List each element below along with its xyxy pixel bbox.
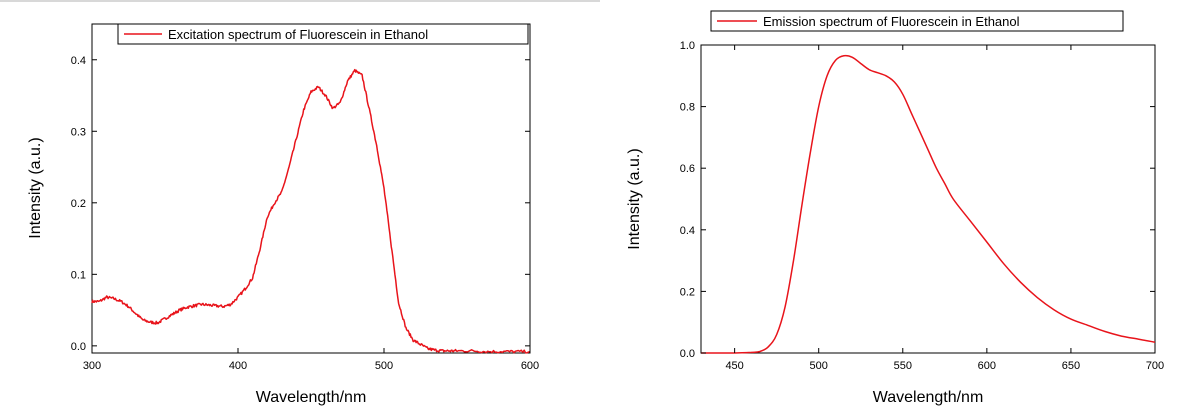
emission-chart: 450 500 550 600 650 700 0.0 0.2 0.4 0.6 0.8 1.0 Emi…: [601, 0, 1201, 414]
x-axis-label: Wavelength/nm: [873, 389, 984, 406]
y-tick-label: 0.0: [680, 348, 695, 360]
y-axis-label: Intensity (a.u.): [27, 137, 44, 238]
legend-box: [117, 23, 529, 45]
x-tick-label: 650: [1062, 360, 1080, 372]
y-tick-label: 0.0: [71, 341, 86, 353]
y-tick-label: 0.2: [71, 198, 86, 210]
y-tick-label: 0.3: [71, 126, 86, 138]
y-tick-label: 1.0: [680, 40, 695, 52]
y-axis-label: Intensity (a.u.): [626, 148, 643, 249]
y-tick-label: 0.4: [71, 55, 86, 67]
x-tick-label: 300: [83, 360, 101, 372]
x-tick-label: 600: [521, 360, 539, 372]
x-tick-label: 500: [810, 360, 828, 372]
x-tick-label: 400: [229, 360, 247, 372]
legend: Emission spectrum of Fluorescein in Etha…: [710, 10, 1124, 32]
y-tick-label: 0.2: [680, 286, 695, 298]
emission-chart-svg: 450 500 550 600 650 700 0.0 0.2 0.4 0.6 0.8 1.0 Emi…: [626, 10, 1164, 406]
x-tick-label: 600: [978, 360, 996, 372]
y-tick-label: 0.6: [680, 163, 695, 175]
legend-entry: Excitation spectrum of Fluorescein in Et…: [168, 27, 428, 42]
plot-frame: [91, 23, 531, 354]
top-divider: [0, 0, 600, 2]
y-tick-label: 0.1: [71, 269, 86, 281]
x-tick-label: 500: [375, 360, 393, 372]
excitation-chart: 300 400 500 600 0.0 0.1 0.2 0.3 0.4 Excitation s…: [0, 0, 600, 414]
excitation-chart-svg: 300 400 500 600 0.0 0.1 0.2 0.3 0.4 Excitation s…: [27, 23, 539, 406]
x-tick-label: 450: [725, 360, 743, 372]
legend-box: [710, 10, 1124, 32]
series-line: [91, 68, 531, 354]
legend-entry: Emission spectrum of Fluorescein in Etha…: [763, 14, 1020, 29]
legend: Excitation spectrum of Fluorescein in Et…: [117, 23, 529, 45]
plot-frame: [700, 44, 1156, 354]
ticks-layer: 300 400 500 600 0.0 0.1 0.2 0.3 0.4: [71, 24, 539, 372]
series-line: [701, 54, 1156, 354]
x-axis-label: Wavelength/nm: [256, 389, 367, 406]
y-tick-label: 0.8: [680, 102, 695, 114]
series-layer: [91, 68, 531, 354]
y-tick-label: 0.4: [680, 225, 695, 237]
ticks-layer: 450 500 550 600 650 700 0.0 0.2 0.4 0.6 0.8 1.0: [680, 40, 1164, 372]
x-tick-label: 700: [1146, 360, 1164, 372]
series-layer: [701, 54, 1156, 354]
x-tick-label: 550: [894, 360, 912, 372]
